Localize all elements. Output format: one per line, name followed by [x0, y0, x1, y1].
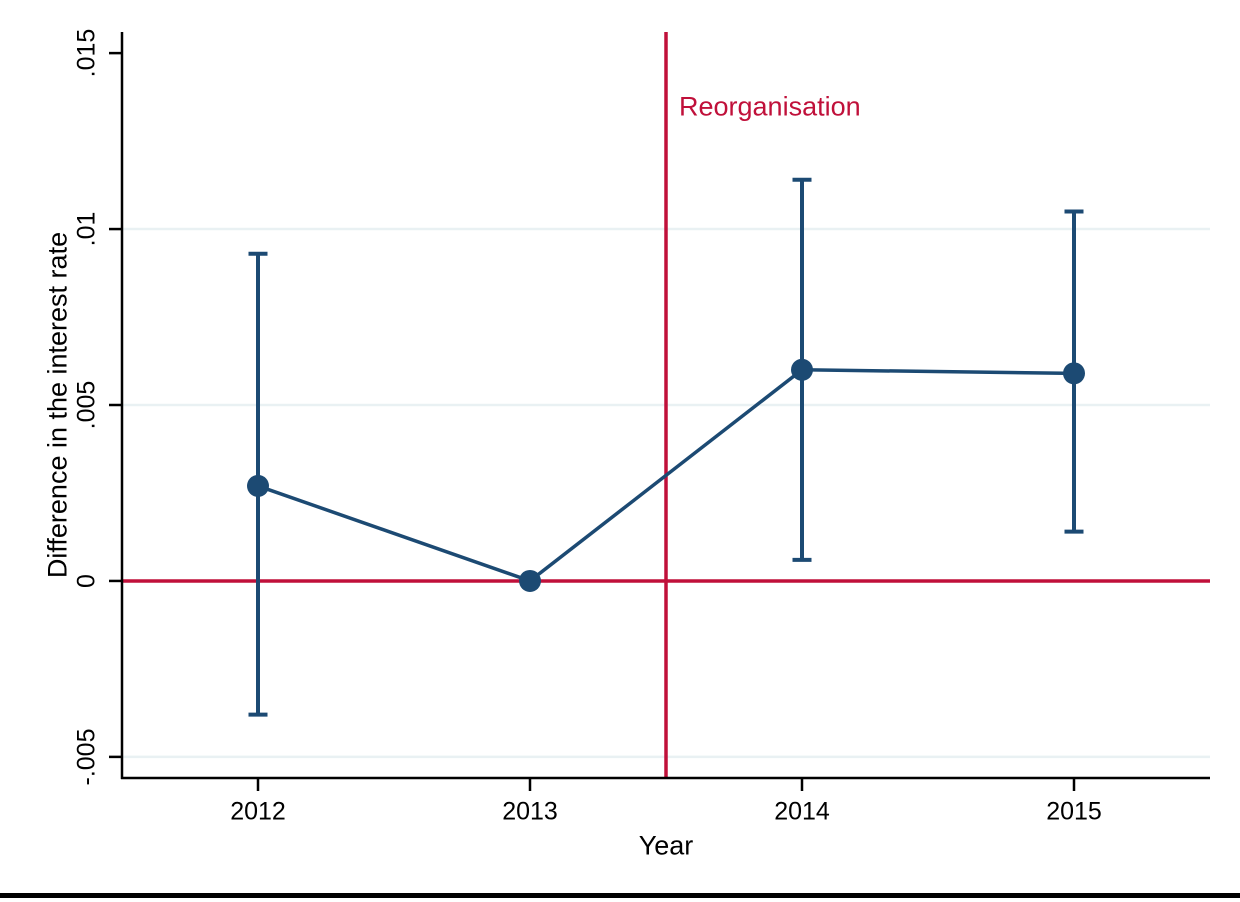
data-point [1063, 362, 1085, 385]
y-tick-label: .015 [72, 28, 101, 78]
page-bottom-rule [0, 893, 1240, 898]
data-point [247, 474, 269, 497]
y-tick-label: .005 [72, 380, 101, 430]
x-tick-label: 2015 [1046, 797, 1102, 826]
x-tick-label: 2013 [502, 797, 558, 826]
y-tick-label: .01 [72, 211, 101, 247]
data-point [791, 358, 813, 381]
reorganisation-refline-label: Reorganisation [679, 91, 861, 122]
data-point [519, 569, 541, 592]
x-axis-title: Year [638, 830, 694, 861]
y-axis-title: Difference in the interest rate [42, 231, 73, 579]
y-tick-label: -.005 [72, 728, 101, 786]
x-tick-label: 2012 [230, 797, 286, 826]
y-tick-label: 0 [72, 573, 101, 588]
series-line [257, 368, 1075, 583]
x-tick-label: 2014 [774, 797, 830, 826]
